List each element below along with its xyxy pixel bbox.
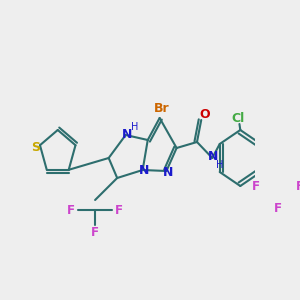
Text: S: S	[31, 141, 40, 154]
Text: O: O	[199, 109, 210, 122]
Text: N: N	[122, 128, 133, 140]
Text: F: F	[296, 181, 300, 194]
Text: N: N	[139, 164, 149, 178]
Text: F: F	[274, 202, 282, 215]
Text: Cl: Cl	[231, 112, 244, 124]
Text: N: N	[163, 167, 173, 179]
Text: H: H	[131, 122, 139, 132]
Text: H: H	[216, 160, 224, 170]
Text: F: F	[252, 181, 260, 194]
Text: F: F	[115, 203, 123, 217]
Text: F: F	[67, 203, 75, 217]
Text: N: N	[208, 151, 218, 164]
Text: F: F	[91, 226, 99, 238]
Text: Br: Br	[154, 103, 169, 116]
